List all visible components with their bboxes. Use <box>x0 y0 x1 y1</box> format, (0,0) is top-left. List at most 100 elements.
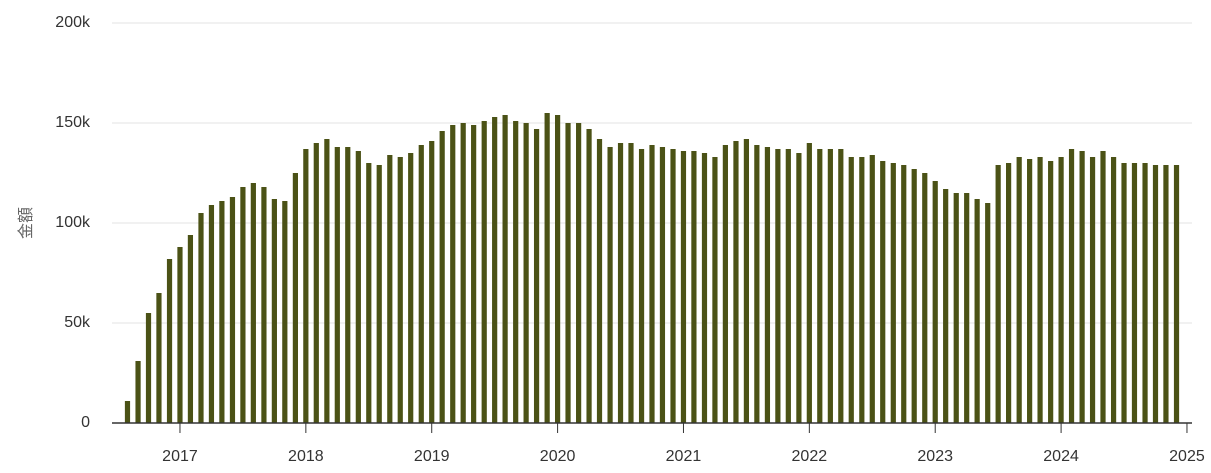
bar <box>911 169 917 423</box>
y-tick-label: 100k <box>55 214 91 231</box>
bar <box>135 361 141 423</box>
bar <box>544 113 550 423</box>
bar <box>701 153 708 423</box>
bar <box>985 203 991 423</box>
bar <box>208 205 215 423</box>
x-tick-label: 2025 <box>1169 448 1205 465</box>
bar <box>366 163 372 423</box>
bar <box>156 293 162 423</box>
bar <box>974 199 980 423</box>
bar <box>638 149 645 423</box>
bar <box>1016 157 1022 423</box>
bar <box>502 115 508 423</box>
bar <box>607 147 613 423</box>
bar <box>271 199 277 423</box>
bar <box>806 143 812 423</box>
bar <box>953 193 959 423</box>
bar <box>1027 159 1033 423</box>
bar <box>250 183 256 423</box>
bar <box>754 145 760 423</box>
bar <box>1100 151 1106 423</box>
bar <box>554 115 561 423</box>
bar <box>261 187 267 423</box>
bar <box>775 149 781 423</box>
bar <box>943 189 949 423</box>
bar <box>1142 163 1148 423</box>
bar <box>1121 163 1127 423</box>
x-tick-label: 2018 <box>288 448 324 465</box>
bar <box>240 187 246 423</box>
bar <box>964 193 970 423</box>
bar <box>922 173 928 423</box>
bar <box>303 149 309 423</box>
bar <box>890 163 896 423</box>
bar <box>1079 151 1085 423</box>
bar <box>429 141 435 423</box>
bar <box>513 121 519 423</box>
bar <box>1037 157 1043 423</box>
bar <box>932 181 938 423</box>
bar <box>628 143 634 423</box>
y-tick-label: 150k <box>55 114 91 131</box>
x-tick-label: 2019 <box>414 448 450 465</box>
x-tick-label: 2017 <box>162 448 198 465</box>
bar <box>198 213 204 423</box>
bar <box>733 141 739 423</box>
bar <box>995 165 1001 423</box>
bar <box>722 145 728 423</box>
bar <box>712 157 718 423</box>
bar <box>1058 157 1064 423</box>
bar <box>1089 157 1096 423</box>
bar <box>1006 163 1012 423</box>
bar <box>282 201 288 423</box>
bar <box>177 247 183 423</box>
bar <box>450 125 456 423</box>
bar <box>817 149 823 423</box>
bar <box>649 145 655 423</box>
bar <box>145 313 152 423</box>
bar <box>408 153 414 423</box>
bar <box>680 151 687 423</box>
y-tick-label: 0 <box>81 414 90 431</box>
bar <box>1163 165 1169 423</box>
bar <box>345 147 351 423</box>
bar <box>617 143 624 423</box>
bar <box>355 151 361 423</box>
bar <box>460 123 466 423</box>
bar <box>471 125 477 423</box>
bar <box>219 201 225 423</box>
bar <box>229 197 236 423</box>
bar <box>439 131 445 423</box>
bar <box>659 147 666 423</box>
bar <box>334 147 340 423</box>
bar <box>576 123 582 423</box>
x-tick-label: 2024 <box>1043 448 1079 465</box>
bar <box>324 139 330 423</box>
bar <box>691 151 697 423</box>
x-tick-label: 2023 <box>917 448 953 465</box>
bar <box>827 149 833 423</box>
bar <box>376 165 382 423</box>
bar <box>901 165 907 423</box>
bar <box>586 129 592 423</box>
bar <box>387 155 393 423</box>
bar <box>785 149 791 423</box>
bar <box>859 157 865 423</box>
bar <box>166 259 173 423</box>
y-axis-label: 金額 <box>17 207 35 239</box>
x-tick-label: 2020 <box>540 448 576 465</box>
bar <box>523 123 529 423</box>
bar <box>187 235 194 423</box>
bar <box>565 123 571 423</box>
bar <box>533 129 540 423</box>
bar <box>313 143 319 423</box>
bar <box>670 149 676 423</box>
bar <box>1068 149 1075 423</box>
y-tick-label: 200k <box>55 14 91 31</box>
bar <box>880 161 886 423</box>
bar <box>1131 163 1138 423</box>
bar <box>1110 157 1117 423</box>
bar <box>124 401 131 423</box>
bar <box>848 157 854 423</box>
